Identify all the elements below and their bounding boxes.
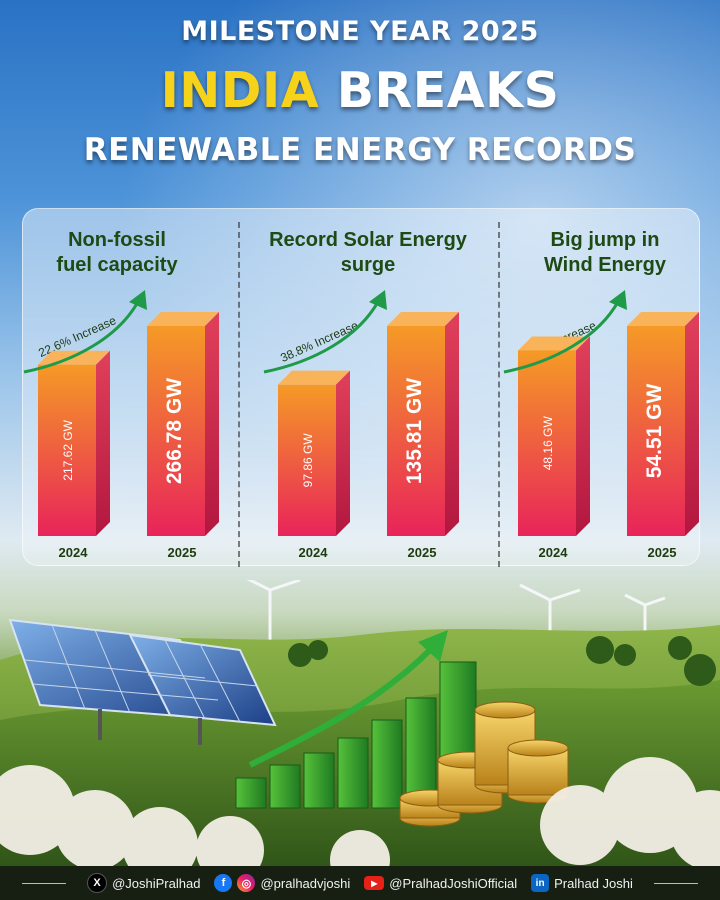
section-title-line: fuel capacity [56,254,178,276]
social-footer: X @JoshiPralhad f ◎ @pralhadvjoshi ▶ @Pr… [0,866,720,900]
wind-turbines [246,580,666,650]
year-label: 2025 [407,545,437,560]
section-title-line: Wind Energy [543,254,667,276]
footer-divider [22,882,67,884]
bar-top-face [147,312,219,326]
section-title-line: surge [340,254,396,276]
bar [278,384,336,536]
year-label: 2025 [167,545,197,560]
title-subtitle: RENEWABLE ENERGY RECORDS [83,132,637,168]
facebook-instagram-link[interactable]: f ◎ @pralhadvjoshi [214,874,350,892]
bar [387,326,445,536]
title-milestone: MILESTONE YEAR 2025 [181,16,539,47]
bar-side-face [96,350,110,536]
sky-background [0,0,720,620]
bar-value-label: 97.86 GW [301,433,315,488]
bar-value-label: 217.62 GW [61,419,75,480]
linkedin-icon: in [531,874,550,892]
bar [627,326,685,536]
footer-divider [653,882,698,884]
growth-arrow [503,299,621,374]
growth-arrow-head [609,290,627,310]
bar-side-face [336,370,350,536]
title-main-rest: BREAKS [319,62,560,119]
x-icon: X [87,873,108,893]
fb-ig-handle: @pralhadvjoshi [260,875,351,891]
growth-arrow-head [369,290,387,310]
year-label: 2024 [538,545,568,560]
section-title-line: Big jump in [550,229,660,251]
linkedin-link[interactable]: in Pralhad Joshi [531,874,633,892]
solar-panels [8,618,277,745]
title-highlight: INDIA [160,62,320,119]
bar-value-label: 54.51 GW [643,384,666,479]
section-title-line: Record Solar Energy [269,229,467,251]
bar [518,350,576,536]
bar [147,326,205,536]
youtube-link[interactable]: ▶ @PralhadJoshiOfficial [364,876,517,891]
bar-side-face [205,312,219,536]
title-main: INDIA BREAKS [0,60,720,122]
landscape-illustration [0,580,720,870]
section-divider [238,222,240,567]
youtube-handle: @PralhadJoshiOfficial [389,875,518,891]
year-label: 2024 [58,545,88,560]
section-title-solar: Record Solar Energy surge [263,228,473,278]
section-title-wind: Big jump in Wind Energy [500,228,710,278]
linkedin-name: Pralhad Joshi [554,875,633,891]
growth-arrow [23,299,141,374]
youtube-icon: ▶ [364,876,385,890]
bar-side-face [445,312,459,536]
x-link[interactable]: X @JoshiPralhad [87,873,200,893]
bar [38,364,96,536]
x-handle: @JoshiPralhad [112,875,201,891]
bar-top-face [387,312,459,326]
instagram-icon: ◎ [237,874,256,892]
section-title-nonfossil: Non-fossil fuel capacity [12,228,222,278]
bar-top-face [278,370,350,385]
bar-side-face [685,312,699,536]
bar-side-face [576,336,590,536]
facebook-icon: f [214,874,233,892]
year-label: 2024 [298,545,328,560]
bar-value-label: 48.16 GW [541,416,555,471]
section-divider [498,222,500,567]
growth-arrow-head [129,290,147,310]
bar-value-label: 266.78 GW [163,378,186,484]
bar-top-face [627,312,699,326]
growth-arrow [263,299,381,374]
section-title-line: Non-fossil [68,229,166,251]
year-label: 2025 [647,545,677,560]
bar-value-label: 135.81 GW [403,378,426,484]
